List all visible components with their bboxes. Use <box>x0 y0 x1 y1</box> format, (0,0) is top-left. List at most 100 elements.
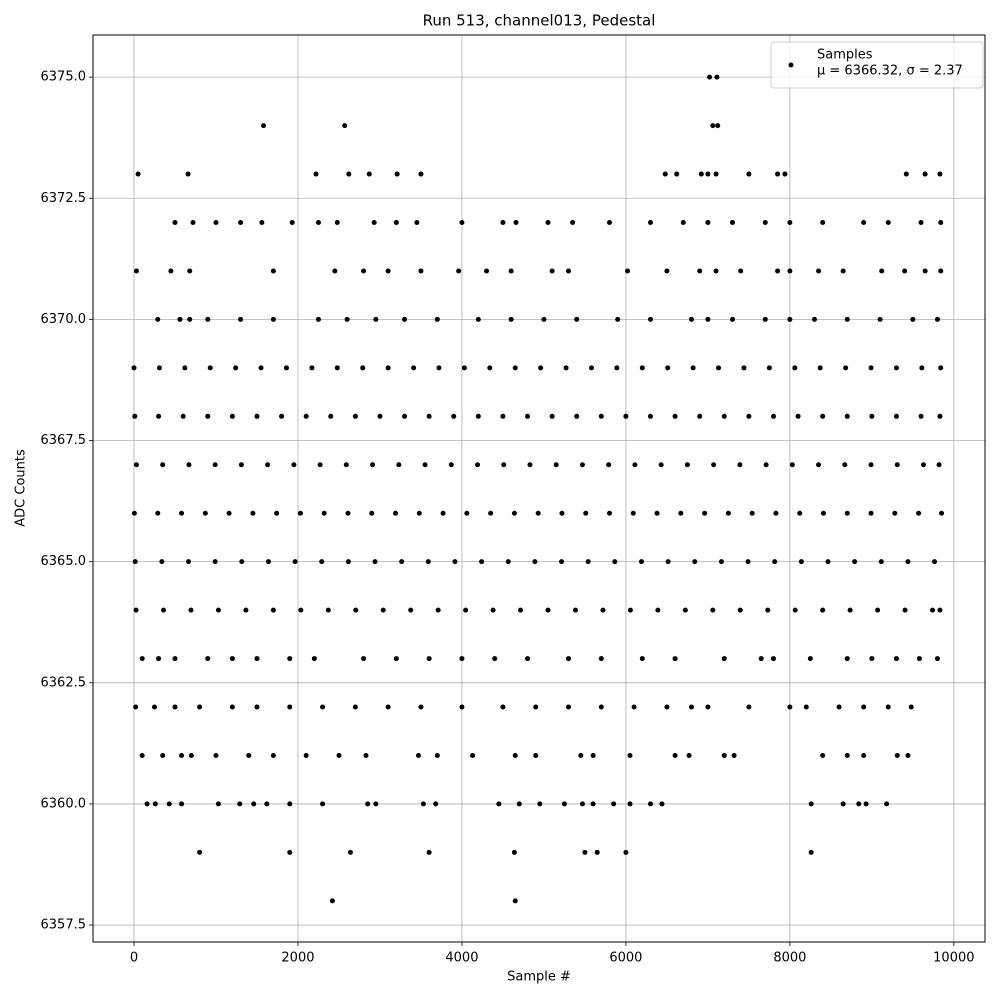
point <box>233 365 239 371</box>
point <box>697 413 703 419</box>
point <box>692 559 698 565</box>
point <box>632 462 638 468</box>
point <box>513 220 519 226</box>
point <box>459 656 465 662</box>
point <box>197 704 203 710</box>
point <box>561 801 567 807</box>
point <box>190 220 196 226</box>
point <box>707 74 713 80</box>
point <box>456 268 462 274</box>
point <box>697 268 703 274</box>
point <box>705 704 711 710</box>
point <box>317 462 323 468</box>
point <box>665 559 671 565</box>
x-tick-label: 6000 <box>609 951 642 966</box>
point <box>418 704 424 710</box>
point <box>265 462 271 468</box>
point <box>787 316 793 322</box>
point <box>879 268 885 274</box>
point <box>172 220 178 226</box>
point <box>844 656 850 662</box>
point <box>370 462 376 468</box>
point <box>393 220 399 226</box>
point <box>461 365 467 371</box>
point <box>893 365 899 371</box>
point <box>512 365 518 371</box>
point <box>342 123 348 129</box>
point <box>875 607 881 613</box>
point <box>361 656 367 662</box>
point <box>792 607 798 613</box>
point <box>251 801 257 807</box>
point <box>418 171 424 177</box>
point <box>648 413 653 419</box>
point <box>811 316 817 322</box>
point <box>179 510 185 516</box>
point <box>448 462 454 468</box>
point <box>464 510 470 516</box>
point <box>207 365 213 371</box>
point <box>566 704 572 710</box>
point <box>179 752 185 758</box>
point <box>665 365 671 371</box>
point <box>259 220 265 226</box>
point <box>659 801 665 807</box>
point <box>270 268 276 274</box>
point <box>572 607 578 613</box>
point <box>156 413 162 419</box>
point <box>188 607 194 613</box>
y-tick-label: 6365.0 <box>41 554 87 569</box>
point <box>937 171 943 177</box>
point <box>623 413 629 419</box>
point <box>213 220 219 226</box>
point <box>939 510 945 516</box>
point <box>435 607 441 613</box>
point <box>511 510 517 516</box>
point <box>639 656 645 662</box>
legend-box <box>770 41 984 89</box>
point <box>773 510 779 516</box>
point <box>363 752 369 758</box>
point <box>630 510 636 516</box>
point <box>215 607 221 613</box>
point <box>916 510 922 516</box>
point <box>606 462 612 468</box>
point <box>415 752 421 758</box>
point <box>908 704 914 710</box>
point <box>672 656 678 662</box>
point <box>590 752 596 758</box>
point <box>808 849 814 855</box>
point <box>795 413 801 419</box>
point <box>627 607 633 613</box>
point <box>325 607 331 613</box>
point <box>518 607 524 613</box>
point <box>353 607 359 613</box>
point <box>566 268 572 274</box>
point <box>385 704 391 710</box>
point <box>820 220 826 226</box>
point <box>475 413 481 419</box>
point <box>775 171 781 177</box>
point <box>470 752 476 758</box>
point <box>803 704 809 710</box>
point <box>869 413 875 419</box>
point <box>705 220 711 226</box>
point <box>212 559 218 565</box>
y-tick-label: 6357.5 <box>41 918 87 933</box>
point <box>488 510 494 516</box>
point <box>484 268 490 274</box>
point <box>579 462 585 468</box>
point <box>287 656 293 662</box>
point <box>205 656 211 662</box>
point <box>820 413 826 419</box>
point <box>168 268 174 274</box>
point <box>762 220 768 226</box>
point <box>725 510 731 516</box>
point <box>238 316 244 322</box>
point <box>729 220 735 226</box>
point <box>844 752 850 758</box>
point <box>937 607 943 613</box>
point <box>215 801 221 807</box>
point <box>182 365 188 371</box>
point <box>321 510 327 516</box>
